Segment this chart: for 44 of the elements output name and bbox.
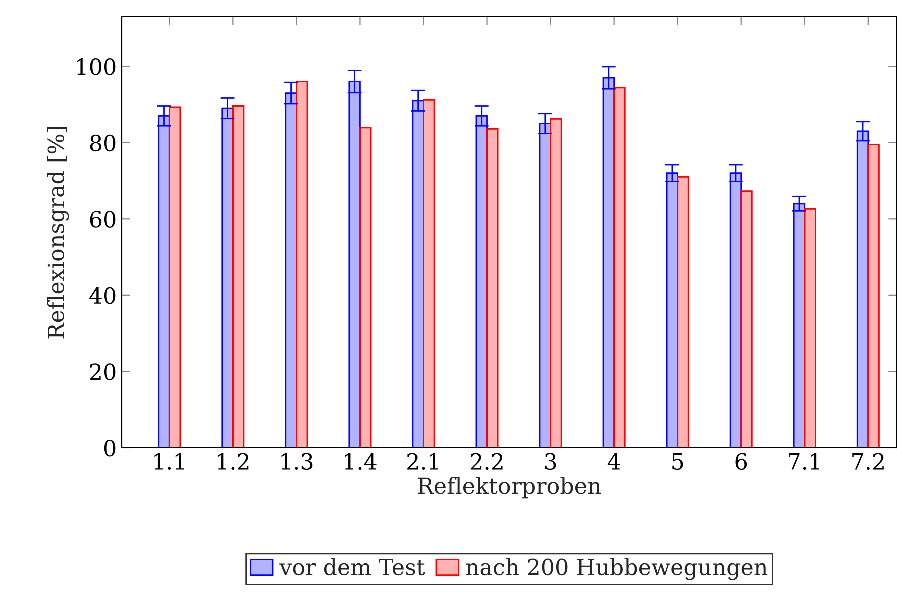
bar — [168, 106, 182, 448]
y-tick-label: 0 — [104, 440, 116, 457]
x-tick-label: 6 — [736, 453, 748, 470]
x-tick-label: 2.1 — [408, 453, 438, 470]
x-axis-title: Reflektorproben — [418, 477, 602, 499]
y-tick-label: 100 — [77, 58, 116, 76]
x-tick-label: 1.3 — [282, 453, 313, 470]
bar — [476, 115, 488, 448]
x-tick-label: 7.1 — [789, 453, 820, 470]
x-tick-label: 1.4 — [345, 453, 377, 470]
y-tick-label: 40 — [90, 287, 116, 304]
y-tick-label: 60 — [90, 211, 116, 228]
bar — [602, 77, 616, 448]
bar — [550, 118, 562, 448]
x-tick-label: 1.1 — [154, 453, 184, 470]
bar — [232, 106, 245, 448]
y-tick-label: 20 — [90, 364, 116, 380]
legend-label: nach 200 Hubbewegungen — [466, 558, 768, 580]
bar — [348, 81, 361, 448]
bar — [360, 127, 372, 448]
x-tick-label: 1.2 — [218, 453, 249, 470]
bar — [423, 99, 436, 448]
bar — [740, 190, 753, 448]
bar — [222, 108, 234, 448]
bar — [677, 176, 690, 448]
x-tick-label: 5 — [672, 454, 684, 470]
bar — [868, 144, 880, 448]
bar — [158, 115, 170, 448]
y-tick-label: 80 — [90, 134, 116, 152]
legend-label: vor dem Test — [280, 558, 426, 576]
bar — [486, 128, 499, 448]
bar — [856, 130, 870, 448]
x-tick-label: 7.2 — [852, 453, 884, 470]
bar — [614, 87, 626, 448]
x-tick-label: 3 — [545, 453, 556, 470]
bar — [296, 81, 308, 448]
x-tick-label: 2.2 — [471, 453, 503, 470]
bar — [285, 92, 298, 448]
bar — [412, 100, 424, 448]
y-axis-title: Reflexionsgrad [%] — [47, 126, 70, 339]
bar — [730, 172, 742, 448]
bar — [804, 208, 816, 448]
x-tick-label: 4 — [608, 453, 620, 470]
bar — [793, 203, 806, 448]
